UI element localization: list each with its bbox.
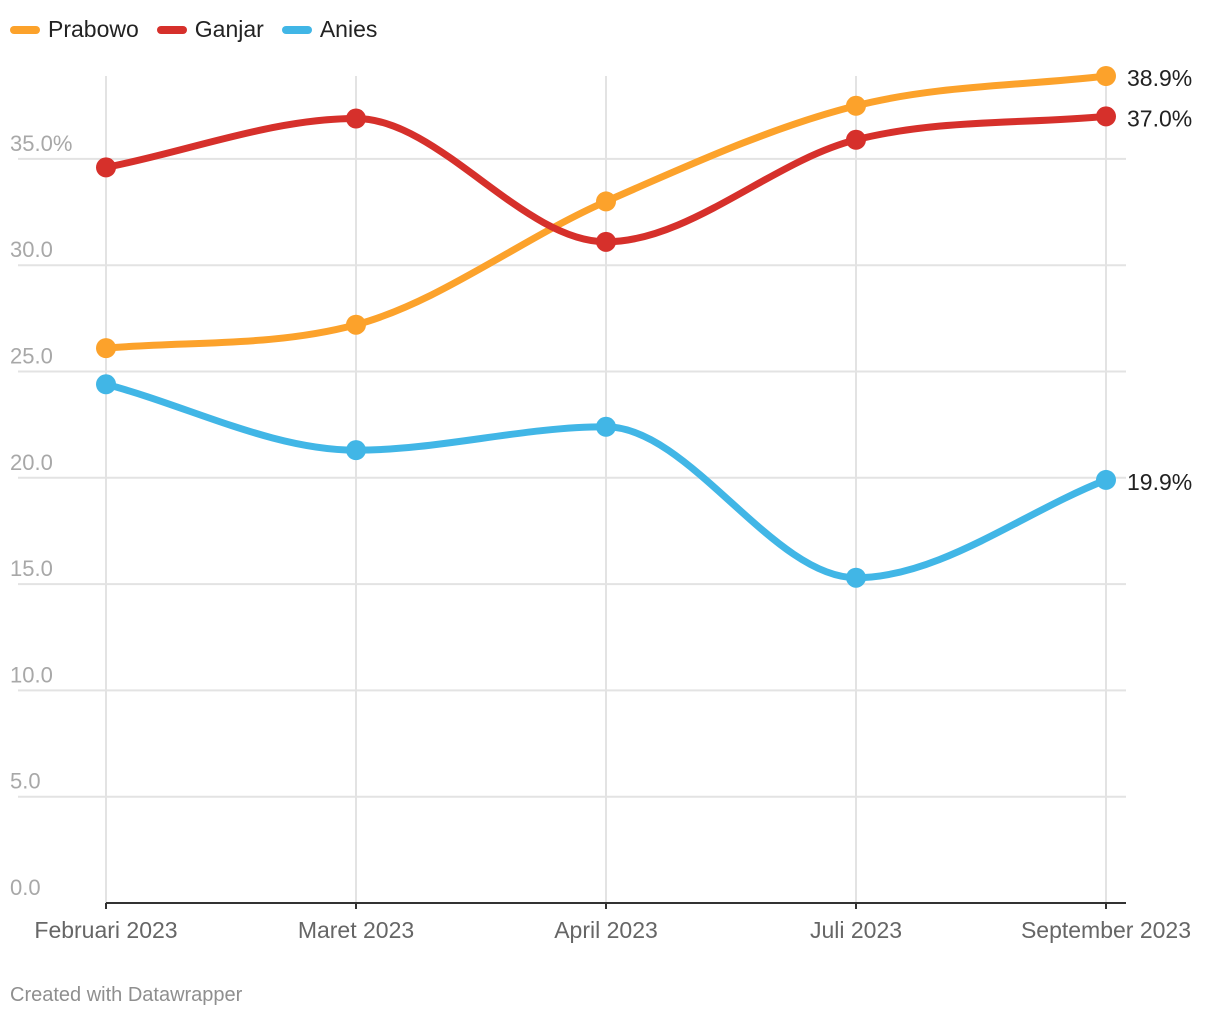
legend-swatch-anies bbox=[281, 25, 312, 34]
end-label-anies: 19.9% bbox=[1127, 469, 1192, 495]
data-point-prabowo-juli-2023 bbox=[846, 95, 866, 116]
y-tick-label: 5.0 bbox=[10, 769, 41, 794]
legend-swatch-ganjar bbox=[156, 25, 187, 34]
data-point-anies-maret-2023 bbox=[346, 440, 366, 461]
data-point-ganjar-september-2023 bbox=[1096, 106, 1116, 127]
legend-item-ganjar: Ganjar bbox=[156, 16, 264, 43]
y-tick-label: 0.0 bbox=[10, 875, 41, 900]
legend-label-prabowo: Prabowo bbox=[48, 16, 139, 42]
x-tick-label: Maret 2023 bbox=[298, 917, 414, 943]
data-point-anies-september-2023 bbox=[1096, 469, 1116, 490]
chart-legend: Prabowo Ganjar Anies bbox=[10, 16, 377, 43]
x-tick-label: Juli 2023 bbox=[810, 917, 902, 943]
y-tick-label: 25.0 bbox=[10, 344, 53, 369]
footer-credit: Created with Datawrapper bbox=[10, 984, 243, 1006]
data-point-anies-februari-2023 bbox=[96, 374, 116, 395]
data-point-ganjar-februari-2023 bbox=[96, 157, 116, 178]
x-tick-label: April 2023 bbox=[554, 917, 658, 943]
x-tick-label: September 2023 bbox=[1021, 917, 1191, 943]
legend-label-anies: Anies bbox=[319, 16, 378, 42]
legend-item-prabowo: Prabowo bbox=[10, 16, 139, 43]
data-point-prabowo-september-2023 bbox=[1096, 66, 1116, 86]
end-label-prabowo: 38.9% bbox=[1127, 65, 1192, 91]
x-tick-label: Februari 2023 bbox=[34, 917, 177, 943]
data-point-prabowo-maret-2023 bbox=[346, 314, 366, 335]
data-point-ganjar-juli-2023 bbox=[846, 129, 866, 150]
data-point-ganjar-maret-2023 bbox=[346, 108, 366, 129]
data-point-prabowo-april-2023 bbox=[596, 191, 616, 212]
end-label-ganjar: 37.0% bbox=[1127, 105, 1192, 131]
data-point-anies-april-2023 bbox=[596, 416, 616, 437]
y-tick-label: 20.0 bbox=[10, 450, 53, 475]
y-tick-label: 10.0 bbox=[10, 662, 53, 687]
legend-label-ganjar: Ganjar bbox=[194, 16, 264, 42]
legend-item-anies: Anies bbox=[281, 16, 378, 43]
data-point-ganjar-april-2023 bbox=[596, 231, 616, 252]
data-point-anies-juli-2023 bbox=[846, 567, 866, 588]
y-tick-label: 30.0 bbox=[10, 237, 53, 262]
data-point-prabowo-februari-2023 bbox=[96, 338, 116, 359]
legend-swatch-prabowo bbox=[10, 25, 40, 34]
y-tick-label: 35.0% bbox=[10, 131, 72, 156]
y-tick-label: 15.0 bbox=[10, 556, 53, 581]
